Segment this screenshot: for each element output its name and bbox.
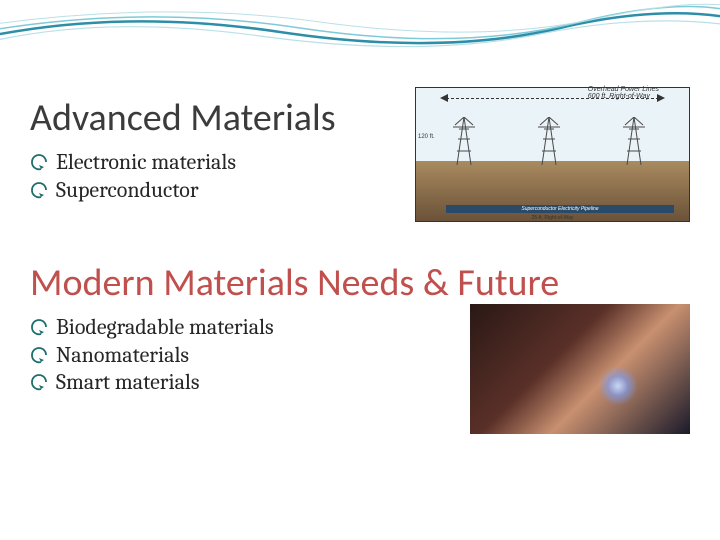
image-power-towers: Overhead Power Lines 600 ft. Right-of-Wa… <box>415 87 690 222</box>
img1-pipeline-label: Superconductor Electricity Pipeline <box>446 205 674 213</box>
tower-icon <box>451 117 477 165</box>
bullet-item: Nanomaterials <box>30 342 450 370</box>
wave-decoration <box>0 0 720 70</box>
section1-bullets: Electronic materials Superconductor <box>30 149 395 204</box>
bullet-item: Superconductor <box>30 177 395 205</box>
section-advanced-materials: Advanced Materials Electronic materials … <box>30 95 690 222</box>
bullet-item: Smart materials <box>30 369 450 397</box>
section-modern-materials: Biodegradable materials Nanomaterials Sm… <box>30 306 690 434</box>
tower-icon <box>536 117 562 165</box>
section2-bullets: Biodegradable materials Nanomaterials Sm… <box>30 314 450 397</box>
dimension-arrow-icon <box>446 98 659 100</box>
slide-content: Advanced Materials Electronic materials … <box>30 95 690 434</box>
section2-title: Modern Materials Needs & Future <box>30 260 690 306</box>
section1-title: Advanced Materials <box>30 95 395 141</box>
bullet-item: Electronic materials <box>30 149 395 177</box>
img1-label-overhead: Overhead Power Lines <box>588 86 659 93</box>
glow-icon <box>598 366 638 406</box>
img1-bottom-row: 25-ft. Right-of-Way <box>532 215 574 221</box>
tower-icon <box>621 117 647 165</box>
img1-label-height: 120 ft. <box>418 134 435 140</box>
bullet-item: Biodegradable materials <box>30 314 450 342</box>
image-nanotech-person <box>470 304 690 434</box>
